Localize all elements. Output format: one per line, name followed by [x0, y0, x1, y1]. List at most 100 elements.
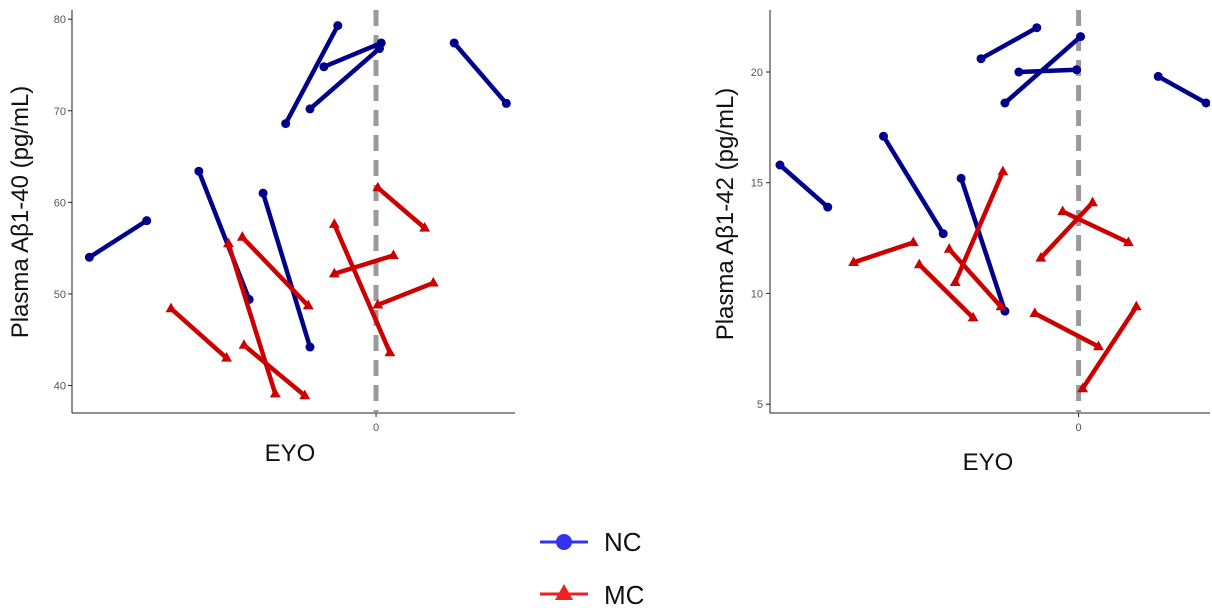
data-point-nc [1032, 23, 1042, 33]
data-point-mc [328, 218, 340, 228]
series-line-nc [283, 23, 341, 126]
data-point-mc [848, 256, 859, 266]
data-point-mc [995, 300, 1007, 311]
data-point-mc [1130, 300, 1142, 311]
legend-marker-mc [555, 584, 573, 600]
data-point-mc [238, 339, 250, 349]
series-line-mc [375, 185, 427, 231]
data-point-mc [1077, 382, 1088, 393]
x-axis-title: EYO [265, 440, 316, 467]
data-point-mc [223, 237, 234, 248]
y-tick-label: 5 [757, 399, 763, 411]
legend-label-nc: NC [604, 527, 642, 557]
data-point-nc [305, 104, 315, 114]
series-line-mc [375, 280, 436, 308]
data-point-mc [372, 298, 384, 309]
y-tick-label: 40 [54, 381, 66, 393]
series-line-nc [1155, 74, 1209, 106]
data-point-mc [302, 299, 314, 310]
y-tick-label: 10 [751, 288, 763, 300]
data-point-nc [1201, 98, 1210, 108]
data-point-nc [319, 62, 329, 72]
series-line-nc [321, 40, 384, 70]
data-point-nc [938, 229, 948, 239]
series-line-mc [851, 240, 916, 265]
data-point-nc [823, 202, 833, 212]
series-line-mc [1080, 304, 1139, 391]
plot-area [775, 10, 1210, 413]
y-tick-label: 80 [54, 14, 66, 26]
data-point-mc [269, 387, 281, 398]
data-point-mc [419, 222, 431, 232]
series-line-mc [226, 241, 278, 397]
legend: NC MC [540, 527, 644, 608]
data-point-mc [913, 258, 925, 269]
y-axis-title: Plasma Aβ1-40 (pg/mL) [7, 86, 34, 339]
y-tick-label: 50 [54, 289, 66, 301]
series-line-mc [1060, 209, 1131, 245]
data-point-nc [1076, 32, 1086, 42]
data-point-nc [1000, 98, 1010, 108]
series-line-mc [917, 262, 976, 321]
data-point-nc [775, 160, 785, 170]
y-axis-title: Plasma Aβ1-42 (pg/mL) [712, 88, 739, 341]
series-line-nc [87, 218, 149, 260]
panel-abeta-40: Plasma Aβ1-40 (pg/mL) EYO 40 50 60 70 80 0 [7, 10, 515, 467]
series-line-nc [451, 40, 509, 106]
legend-item-nc: NC [540, 527, 642, 557]
data-point-nc [194, 166, 204, 176]
y-tick-label: 15 [751, 178, 763, 190]
series-line-nc [307, 46, 382, 112]
data-point-nc [956, 173, 966, 183]
legend-label-mc: MC [604, 580, 644, 608]
data-point-nc [84, 252, 94, 262]
series-line-mc [332, 222, 393, 355]
data-point-mc [221, 352, 232, 362]
data-point-mc [1123, 236, 1134, 247]
legend-item-mc: MC [540, 580, 644, 608]
data-point-mc [949, 276, 961, 286]
y-tick-label: 70 [54, 106, 66, 118]
series-line-mc [332, 253, 396, 277]
data-point-nc [878, 131, 888, 141]
data-point-nc [333, 21, 343, 31]
series-line-mc [1038, 200, 1095, 261]
panel-abeta-42: Plasma Aβ1-42 (pg/mL) EYO 5 10 15 20 0 [712, 10, 1210, 476]
series-line-mc [946, 246, 1004, 309]
data-point-nc [305, 342, 315, 352]
data-point-nc [281, 119, 291, 129]
data-point-mc [907, 236, 919, 247]
series-line-nc [958, 176, 1008, 314]
data-point-nc [142, 216, 152, 226]
data-point-nc [501, 98, 511, 108]
data-point-mc [1087, 196, 1098, 207]
data-point-mc [388, 249, 399, 260]
series-line-nc [260, 190, 313, 350]
data-point-nc [1153, 71, 1163, 81]
data-point-nc [1014, 67, 1024, 77]
series-line-nc [881, 133, 946, 236]
legend-marker-nc [556, 534, 572, 550]
series-line-mc [168, 306, 229, 361]
data-point-nc [1072, 65, 1082, 75]
data-point-mc [384, 346, 396, 357]
data-point-nc [258, 188, 268, 198]
data-point-mc [427, 276, 439, 287]
series-line-nc [978, 25, 1040, 61]
x-tick-label: 0 [1076, 422, 1082, 434]
data-point-mc [1029, 307, 1041, 317]
data-point-mc [236, 231, 248, 241]
series-line-nc [1016, 67, 1079, 75]
data-point-mc [943, 243, 955, 253]
data-point-nc [976, 54, 986, 64]
y-tick-label: 20 [751, 67, 763, 79]
series-line-mc [1032, 311, 1101, 349]
data-point-mc [328, 267, 340, 278]
data-point-mc [1093, 340, 1104, 351]
data-point-nc [449, 38, 459, 48]
data-point-mc [372, 181, 384, 192]
plot-area [84, 10, 511, 413]
y-tick-label: 60 [54, 197, 66, 209]
data-point-mc [165, 302, 177, 313]
